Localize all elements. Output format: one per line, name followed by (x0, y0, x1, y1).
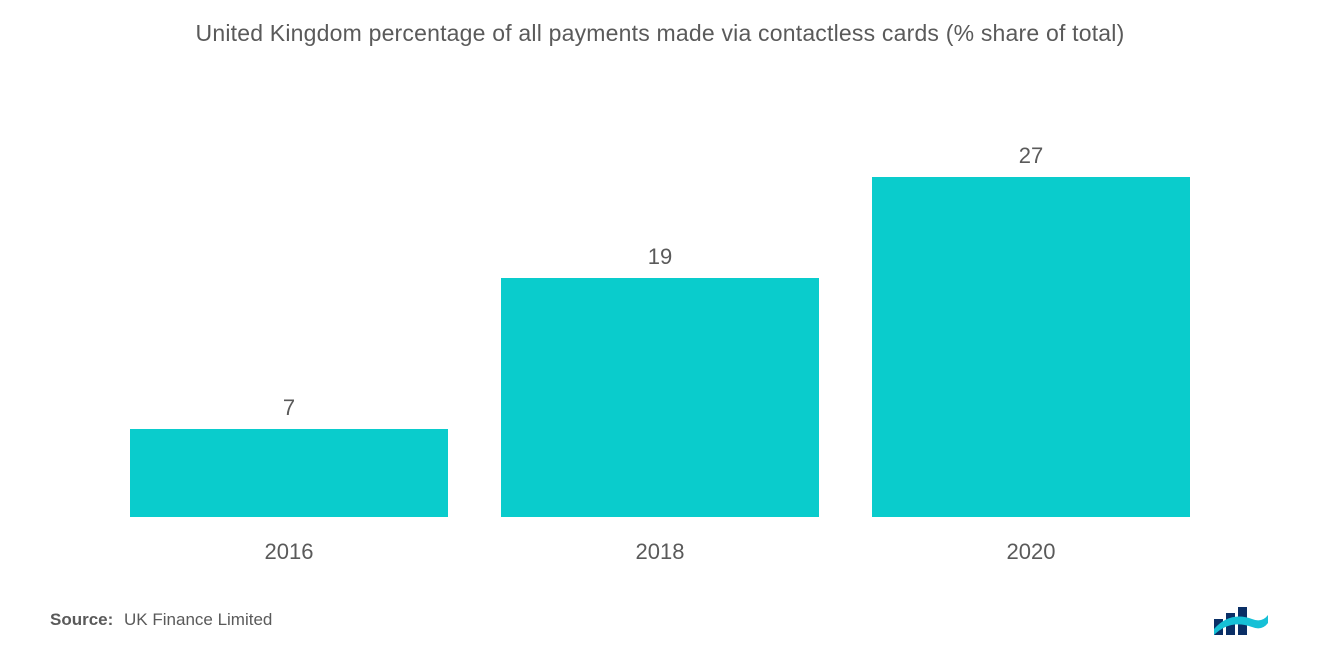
chart-title: United Kingdom percentage of all payment… (50, 20, 1270, 47)
x-axis-labels: 2016 2018 2020 (130, 539, 1190, 565)
bar-slot-2020: 27 (872, 143, 1190, 517)
bar-value-label: 27 (1019, 143, 1043, 169)
bar-slot-2018: 19 (501, 244, 819, 517)
bar-slot-2016: 7 (130, 395, 448, 517)
chart-footer: Source: UK Finance Limited (50, 605, 1270, 635)
bar-2018 (501, 278, 819, 517)
source-label: Source: (50, 610, 113, 629)
bar-value-label: 7 (283, 395, 295, 421)
bars-row: 7 19 27 (130, 97, 1190, 517)
bar-2020 (872, 177, 1190, 517)
x-axis-label: 2016 (130, 539, 448, 565)
source-citation: Source: UK Finance Limited (50, 610, 272, 630)
bar-value-label: 19 (648, 244, 672, 270)
x-axis-label: 2020 (872, 539, 1190, 565)
publisher-logo-icon (1212, 605, 1270, 635)
bar-2016 (130, 429, 448, 517)
plot-area: 7 19 27 (130, 97, 1190, 517)
chart-container: United Kingdom percentage of all payment… (0, 0, 1320, 665)
x-axis-label: 2018 (501, 539, 819, 565)
source-text: UK Finance Limited (124, 610, 272, 629)
